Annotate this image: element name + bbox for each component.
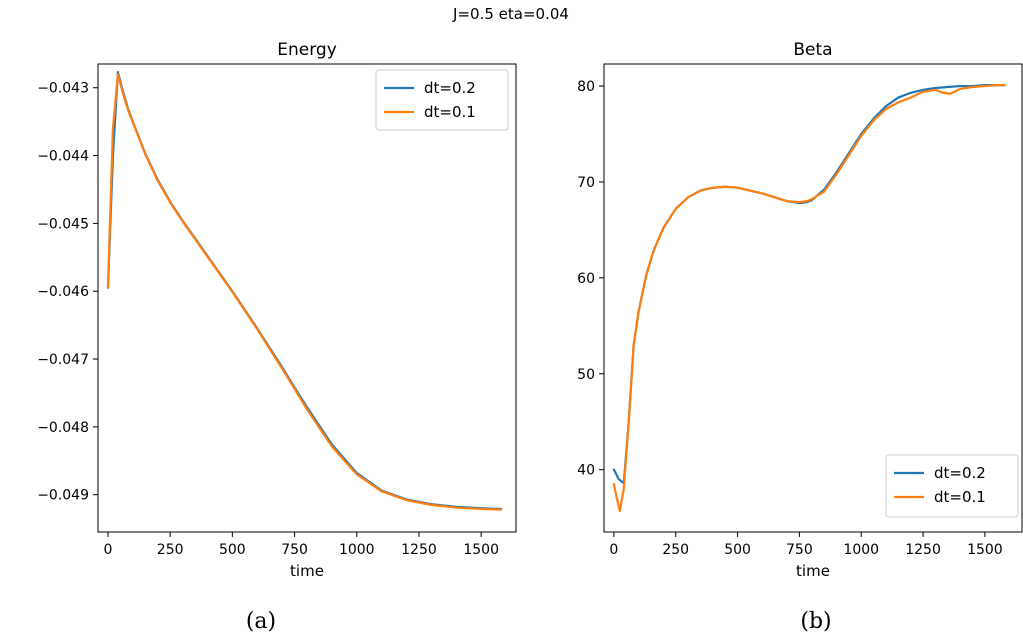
x-tick-label: 1250: [401, 542, 437, 558]
y-tick-label: 50: [577, 367, 595, 383]
y-tick-label: 40: [577, 463, 595, 479]
legend: dt=0.2 dt=0.1: [885, 454, 1019, 518]
legend-label: dt=0.1: [934, 488, 986, 506]
y-tick-label: −0.048: [37, 420, 89, 436]
y-tick-label: −0.047: [37, 352, 89, 368]
panel-caption: (b): [800, 609, 831, 634]
x-tick-label: 1500: [463, 542, 499, 558]
x-tick-label: 250: [157, 542, 184, 558]
x-tick-label: 500: [724, 542, 751, 558]
x-tick-label: 750: [281, 542, 308, 558]
legend-label: dt=0.1: [424, 103, 476, 121]
axes-frame: [97, 63, 517, 533]
x-tick-label: 750: [786, 542, 813, 558]
series-lines: [612, 83, 1006, 512]
figure-suptitle: J=0.5 eta=0.04: [452, 5, 569, 23]
y-tick-label: −0.049: [37, 488, 89, 504]
x-tick-label: 1000: [339, 542, 375, 558]
energy-panel: Energy 0 250 500 750 1000 1250 1500 −0.049 −0.048…: [37, 40, 517, 634]
y-tick-label: 60: [577, 271, 595, 287]
x-tick-label: 0: [103, 542, 112, 558]
y-tick-label: −0.045: [37, 216, 89, 232]
legend-box: [885, 454, 1019, 518]
panel-caption: (a): [246, 609, 276, 634]
x-tick-label: 1500: [967, 542, 1003, 558]
x-tick-label: 1000: [843, 542, 879, 558]
y-tick-label: −0.043: [37, 81, 89, 97]
x-tick-label: 500: [219, 542, 246, 558]
x-axis-label: time: [290, 562, 324, 580]
axes-frame: [603, 63, 1023, 533]
legend-box: [375, 69, 509, 131]
y-tick-label: −0.044: [37, 149, 89, 165]
series-line-dt=0.2: [612, 83, 1006, 485]
y-tick-label: −0.046: [37, 284, 89, 300]
x-axis-label: time: [796, 562, 830, 580]
legend-label: dt=0.2: [424, 79, 476, 97]
beta-panel: Beta 0 250 500 750 1000 1250 1500 40 50 60 70 80 time…: [577, 40, 1023, 634]
y-tick-label: 80: [577, 79, 595, 95]
x-tick-label: 250: [662, 542, 689, 558]
panel-title: Energy: [277, 40, 337, 60]
series-line-dt=0.2: [106, 71, 503, 511]
series-lines: [106, 71, 503, 511]
legend: dt=0.2 dt=0.1: [375, 69, 509, 131]
y-tick-label: 70: [577, 175, 595, 191]
x-tick-label: 1250: [905, 542, 941, 558]
series-line-dt=0.1: [106, 73, 503, 511]
panel-title: Beta: [793, 40, 832, 60]
series-line-dt=0.1: [612, 83, 1006, 512]
x-tick-label: 0: [609, 542, 618, 558]
legend-label: dt=0.2: [934, 464, 986, 482]
